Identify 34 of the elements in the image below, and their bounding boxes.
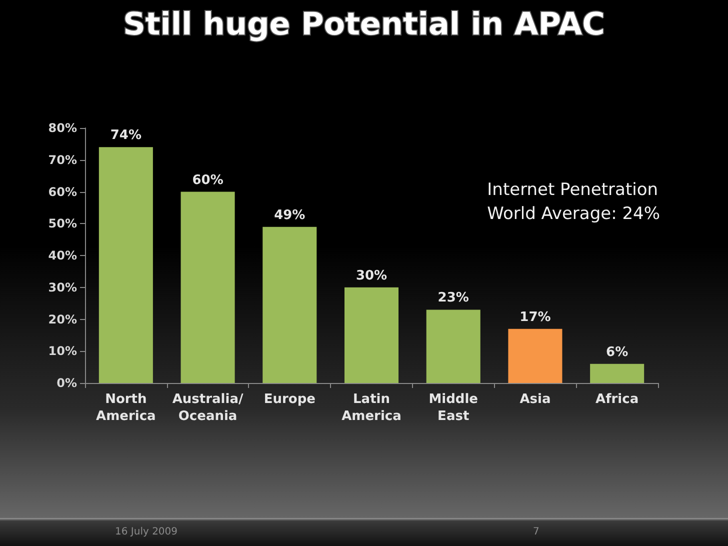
data-label: 17% — [520, 310, 551, 325]
y-tick-label: 10% — [48, 344, 77, 358]
bar — [180, 192, 235, 383]
y-tick-label: 60% — [48, 184, 77, 199]
text: 16 July 2009 — [115, 526, 178, 538]
y-tick-label: 70% — [48, 152, 77, 167]
data-label: 23% — [438, 290, 469, 306]
y-tick-label: 80% — [48, 121, 77, 135]
x-tick-label: North America — [96, 392, 156, 424]
data-label: 74% — [110, 128, 142, 144]
data-label: 6% — [606, 344, 628, 360]
y-tick-label: 20% — [48, 312, 77, 326]
chart-title: Still huge Potential in APAC — [123, 6, 605, 42]
bar — [508, 328, 562, 383]
data-label: 30% — [356, 268, 388, 284]
bar — [426, 310, 480, 383]
bar — [98, 147, 153, 383]
y-tick-label: 50% — [48, 216, 77, 231]
data-label: 49% — [274, 208, 306, 223]
data-label: 60% — [192, 172, 224, 188]
x-tick-label: Asia — [520, 392, 551, 407]
bar — [344, 287, 399, 383]
bar — [262, 226, 317, 383]
x-tick-label: Europe — [264, 392, 316, 407]
annotation: Internet Penetration World Average: 24% — [487, 180, 660, 224]
bar — [590, 364, 644, 383]
x-tick-label: Africa — [596, 392, 639, 407]
x-tick-label: Middle East — [428, 392, 478, 424]
x-tick-label: Latin America — [342, 392, 402, 424]
text: 7 — [533, 526, 540, 538]
y-tick-label: 0% — [56, 376, 77, 390]
y-tick-label: 40% — [48, 248, 77, 262]
y-tick-label: 30% — [48, 280, 77, 294]
x-tick-label: Australia/ Oceania — [172, 392, 244, 424]
